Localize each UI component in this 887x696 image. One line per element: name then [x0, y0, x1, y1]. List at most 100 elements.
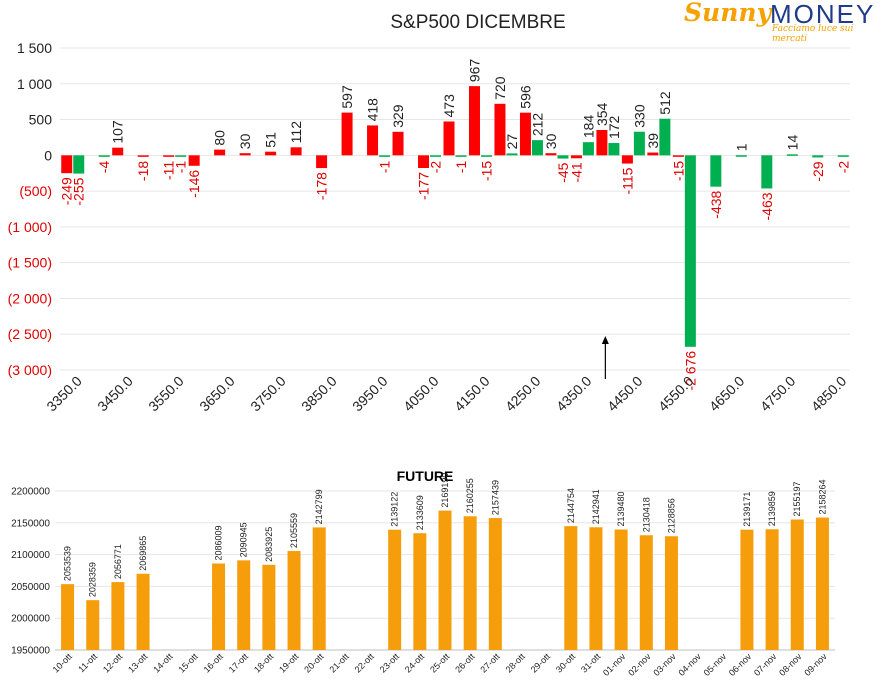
green-bar [786, 154, 798, 156]
sp500-options-chart: 1 500 1 000 500 0 (500) (1 000) (1 500) (2 000)… [8, 40, 852, 414]
x-tick-label: 18-ott [252, 651, 276, 675]
x-tick-label: 16-ott [202, 651, 226, 675]
y-tick-label: 2000000 [11, 614, 50, 625]
red-bar [443, 121, 455, 156]
x-tick-label: 17-ott [227, 651, 251, 675]
y-tick-label: 1 000 [17, 76, 52, 92]
red-bar [163, 155, 175, 157]
data-label: -11 [161, 161, 177, 180]
x-tick-label: 10-ott [51, 651, 75, 675]
logo-tagline: Facciamo luce sui mercati [772, 24, 854, 44]
future-bar [815, 517, 829, 650]
data-label: 2053539 [63, 546, 73, 581]
green-bar [379, 155, 391, 157]
x-tick-label: 28-ott [504, 651, 528, 675]
data-label: 967 [466, 59, 482, 83]
green-bar [557, 155, 569, 159]
data-label: -45 [555, 162, 571, 182]
data-label: 2105559 [289, 513, 299, 548]
y-tick-label: (1 500) [8, 255, 52, 271]
data-label: -15 [670, 161, 686, 181]
data-label: 30 [237, 133, 253, 149]
red-bar [494, 103, 506, 156]
data-label: 597 [339, 85, 355, 109]
green-bar [582, 142, 594, 156]
logo-brand-sunny: Sunny [684, 0, 772, 27]
red-bar [112, 147, 124, 156]
red-bar [647, 152, 659, 156]
data-label: -438 [708, 190, 724, 218]
red-bar [61, 155, 73, 174]
red-bar [265, 151, 277, 156]
red-bar [545, 153, 557, 156]
red-bar [418, 155, 430, 168]
future-bar [488, 518, 502, 650]
red-bar [290, 147, 302, 156]
arrow-head-icon [601, 336, 609, 344]
future-bar [212, 563, 226, 650]
x-tick-label: 02-nov [626, 651, 653, 678]
future-bar [388, 529, 402, 650]
red-bar [214, 149, 226, 156]
y-tick-label: 2150000 [11, 518, 50, 529]
x-tick-label: 04-nov [676, 651, 703, 678]
chart-title: S&P500 DICEMBRE [390, 12, 566, 33]
logo-brand-money: MONEY [770, 0, 876, 29]
x-tick-label: 25-ott [428, 651, 452, 675]
data-label: -2 [428, 161, 444, 174]
data-label: -146 [186, 170, 202, 198]
y-tick-label: 500 [29, 112, 53, 128]
green-bar [480, 155, 492, 157]
future-bar [413, 533, 427, 650]
red-bar [341, 112, 353, 156]
data-label: 80 [212, 130, 228, 146]
data-label: -1 [453, 161, 469, 174]
future-bar [765, 529, 779, 650]
data-label: 14 [784, 135, 800, 151]
future-bar [111, 582, 125, 650]
red-bar [188, 155, 200, 166]
x-tick-label: 15-ott [176, 651, 200, 675]
green-bar [837, 155, 849, 157]
future-bar [312, 527, 326, 650]
data-label: -2 676 [682, 351, 698, 391]
data-label: 2142941 [591, 489, 601, 524]
red-bar [519, 112, 531, 156]
y-tick-label: (3 000) [8, 362, 52, 378]
x-tick-label: 01-nov [601, 651, 628, 678]
data-label: 2142799 [314, 489, 324, 524]
x-tick-label: 03-nov [651, 651, 678, 678]
x-tick-label: 27-ott [478, 651, 502, 675]
green-bar [761, 155, 773, 189]
data-label: 2056771 [113, 544, 123, 579]
data-label: 27 [504, 134, 520, 150]
y-tick-label: 2200000 [11, 487, 50, 498]
green-bar [430, 155, 442, 157]
x-tick-label: 21-ott [327, 651, 351, 675]
data-label: 2169190 [440, 473, 450, 508]
y-tick-label: (500) [19, 183, 52, 199]
x-tick-label: 12-ott [101, 651, 125, 675]
red-bar [621, 155, 633, 164]
data-label: 2128856 [666, 498, 676, 533]
x-tick-label: 24-ott [403, 651, 427, 675]
green-bar [735, 155, 747, 157]
data-label: -2 [835, 161, 851, 174]
data-label: 473 [441, 94, 457, 118]
y-tick-label: (2 500) [8, 326, 52, 342]
data-label: 2155197 [792, 481, 802, 516]
data-label: 2157439 [490, 480, 500, 515]
data-label: -255 [71, 177, 87, 205]
red-bar [367, 125, 379, 156]
future-bar [790, 519, 804, 650]
red-bar [468, 86, 480, 156]
green-bar [531, 140, 543, 156]
data-label: 184 [580, 115, 596, 139]
data-label: -115 [619, 167, 635, 194]
data-label: -178 [314, 172, 330, 200]
x-tick-label: 30-ott [554, 651, 578, 675]
data-label: -4 [96, 161, 112, 174]
data-label: 172 [606, 115, 622, 139]
red-bar [137, 155, 149, 157]
data-label: 2086009 [214, 525, 224, 560]
